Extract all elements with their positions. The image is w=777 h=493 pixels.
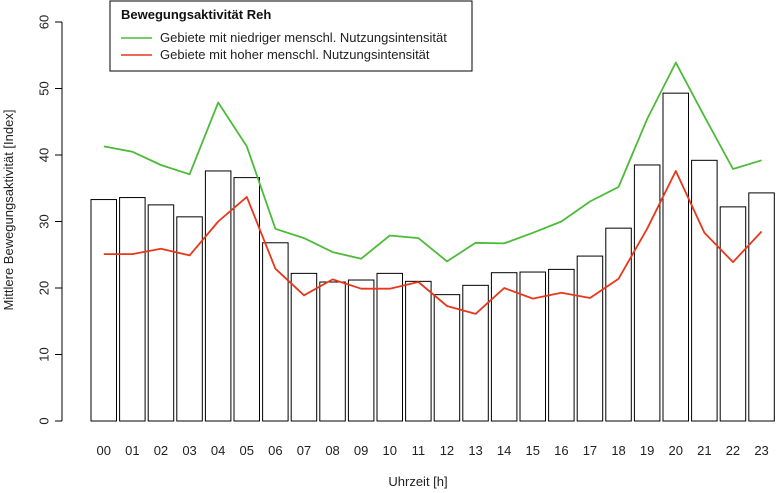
x-tick-label: 22	[726, 443, 740, 458]
x-axis-title: Uhrzeit [h]	[388, 474, 447, 489]
x-tick-label: 18	[611, 443, 625, 458]
x-tick-label: 14	[497, 443, 511, 458]
legend: Bewegungsaktivität Reh Gebiete mit niedr…	[109, 0, 473, 72]
bar	[176, 216, 203, 422]
x-tick-labels: 00 01 02 03 04 05 06 07 08 09 10 11 12 13 14 15 16 17 18 19…	[97, 443, 769, 458]
y-tick-label: 40	[37, 148, 52, 162]
bar	[262, 242, 289, 422]
x-tick-label: 16	[554, 443, 568, 458]
x-tick-label: 07	[297, 443, 311, 458]
y-tick-label: 30	[37, 214, 52, 228]
bar	[376, 272, 403, 422]
bar	[433, 294, 461, 422]
bar	[748, 192, 775, 422]
series-line	[103, 61, 762, 263]
x-tick-label: 00	[97, 443, 111, 458]
x-tick-label: 08	[325, 443, 339, 458]
bar	[691, 159, 718, 422]
bar	[147, 204, 175, 422]
x-tick-label: 05	[240, 443, 254, 458]
x-tick-label: 23	[754, 443, 768, 458]
x-tick-label: 13	[468, 443, 482, 458]
x-tick-label: 06	[268, 443, 282, 458]
x-tick-label: 21	[697, 443, 711, 458]
bar	[405, 280, 432, 422]
bar	[119, 197, 146, 422]
y-axis: 0 10 20 30 40 50 60	[37, 15, 63, 425]
bar	[662, 92, 689, 422]
y-tick-label: 0	[37, 417, 52, 424]
x-tick-label: 20	[669, 443, 683, 458]
x-tick-label: 15	[526, 443, 540, 458]
legend-label-low: Gebiete mit niedriger menschl. Nutzungsi…	[160, 30, 447, 45]
bar	[576, 255, 604, 422]
bar	[605, 227, 632, 422]
series-line	[103, 170, 763, 315]
bar	[633, 164, 661, 422]
x-tick-label: 11	[412, 443, 426, 458]
legend-label-high: Gebiete mit hoher menschl. Nutzungsinten…	[160, 47, 430, 62]
lines	[103, 61, 763, 315]
bar	[90, 199, 117, 422]
bar	[462, 284, 489, 422]
x-tick-label: 10	[383, 443, 397, 458]
y-tick-label: 10	[37, 347, 52, 361]
bar	[347, 279, 375, 422]
bar	[233, 177, 260, 422]
y-tick-label: 20	[37, 281, 52, 295]
y-tick-label: 50	[37, 81, 52, 95]
bar	[719, 206, 747, 422]
x-tick-label: 04	[211, 443, 225, 458]
x-tick-label: 02	[154, 443, 168, 458]
x-tick-label: 17	[583, 443, 597, 458]
bar	[319, 281, 346, 422]
legend-title: Bewegungsaktivität Reh	[121, 7, 271, 22]
x-tick-label: 12	[440, 443, 454, 458]
bars	[90, 92, 775, 422]
legend-box	[109, 0, 473, 72]
x-tick-label: 03	[182, 443, 196, 458]
y-tick-label: 60	[37, 15, 52, 29]
x-tick-label: 19	[640, 443, 654, 458]
bar	[490, 272, 518, 422]
x-tick-label: 09	[354, 443, 368, 458]
y-axis-title: Mittlere Bewegungsaktivität [Index]	[1, 110, 16, 311]
bar	[204, 170, 232, 422]
bar	[290, 272, 318, 422]
x-tick-label: 01	[125, 443, 139, 458]
